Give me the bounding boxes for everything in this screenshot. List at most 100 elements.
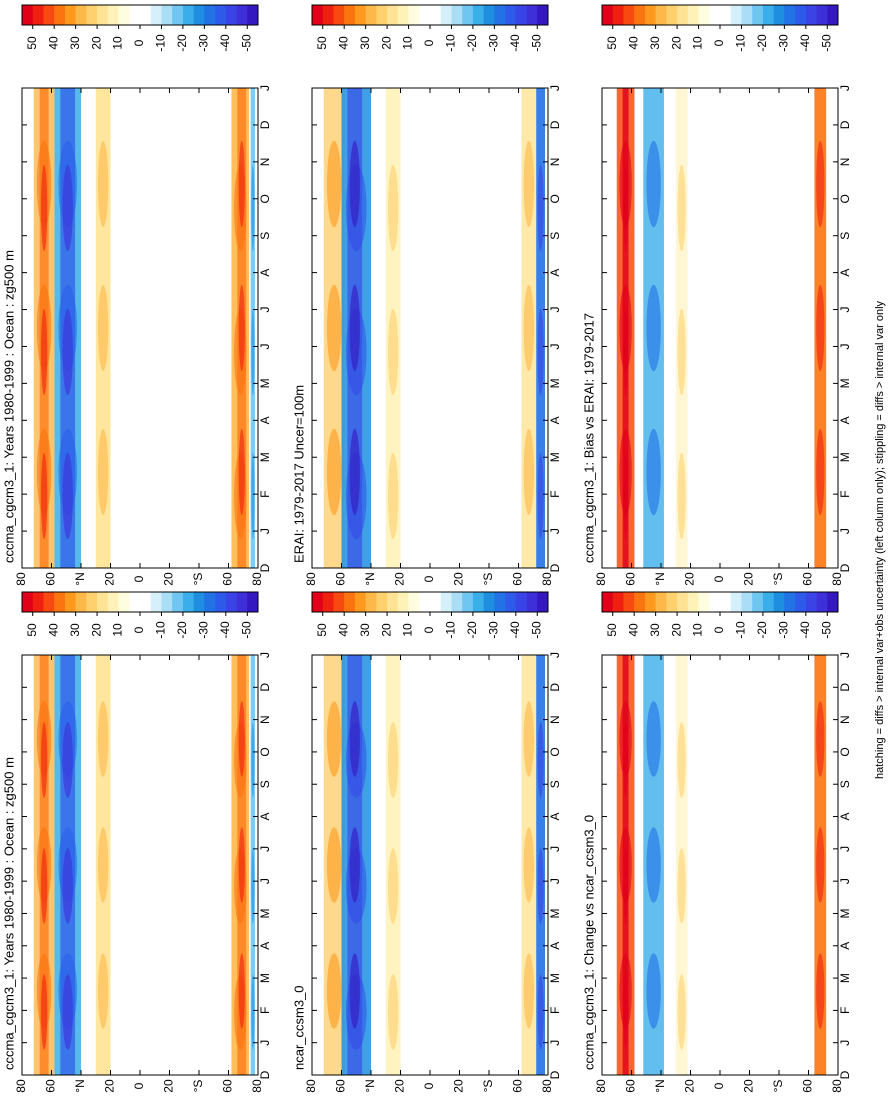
- colorbar-box: [43, 592, 55, 612]
- colorbar-label: 10: [691, 36, 705, 50]
- lat-label: 20: [683, 1079, 697, 1093]
- colorbar-box: [64, 5, 76, 25]
- colorbar-box: [408, 592, 420, 612]
- colorbar-label: 40: [46, 623, 60, 637]
- month-label: J: [258, 85, 272, 91]
- field-blob: [623, 722, 628, 798]
- colorbar-box: [54, 5, 66, 25]
- colorbar-box: [784, 592, 796, 612]
- colorbar-box: [107, 5, 119, 25]
- colorbar-box: [161, 5, 173, 25]
- lat-label: 80: [594, 572, 608, 586]
- lat-label: °N: [653, 1079, 667, 1092]
- colorbar-box: [118, 5, 130, 25]
- field-blob: [816, 140, 825, 228]
- colorbar-box: [86, 592, 98, 612]
- colorbar-label: -20: [465, 621, 479, 639]
- colorbar-box: [430, 592, 442, 612]
- month-label: A: [258, 269, 272, 277]
- field-blob: [623, 308, 628, 396]
- month-label: N: [838, 715, 852, 724]
- colorbar-box: [32, 592, 44, 612]
- month-label: F: [838, 490, 852, 497]
- month-label: M: [548, 973, 562, 983]
- lat-label: 0: [712, 575, 726, 582]
- field-blob: [326, 140, 342, 228]
- colorbar-box: [451, 592, 463, 612]
- colorbar-box: [537, 5, 549, 25]
- colorbar-label: 40: [626, 623, 640, 637]
- field-blob: [41, 164, 48, 252]
- lat-label: 60: [221, 1079, 235, 1093]
- month-label: A: [258, 813, 272, 821]
- colorbar-box: [365, 5, 377, 25]
- colorbar-label: -10: [734, 621, 748, 639]
- lat-label: °N: [73, 1079, 87, 1092]
- colorbar-label: -50: [819, 34, 833, 52]
- lat-label: 0: [132, 1082, 146, 1089]
- colorbar-box: [741, 592, 753, 612]
- field-blob: [62, 722, 73, 798]
- colorbar-label: -30: [777, 621, 791, 639]
- field-blob: [238, 140, 245, 228]
- colorbar-box: [730, 592, 742, 612]
- month-label: J: [548, 343, 562, 349]
- field-blob: [646, 953, 661, 1029]
- colorbar-label: -30: [487, 621, 501, 639]
- month-label: F: [838, 1007, 852, 1014]
- lat-label: 20: [103, 1079, 117, 1093]
- field-blob: [326, 284, 342, 372]
- lat-label: °N: [363, 572, 377, 585]
- lat-label: 80: [540, 572, 554, 586]
- month-label: A: [838, 416, 852, 424]
- field-blob: [62, 452, 73, 540]
- lat-label: 20: [452, 1079, 466, 1093]
- field-blob: [646, 284, 661, 372]
- colorbar-label: -50: [239, 34, 253, 52]
- field-blob: [97, 428, 109, 516]
- field: [616, 655, 827, 1075]
- month-label: N: [258, 715, 272, 724]
- colorbar-label: 50: [605, 623, 619, 637]
- lat-label: 80: [14, 1079, 28, 1093]
- colorbar-box: [75, 592, 87, 612]
- colorbar-label: -20: [755, 34, 769, 52]
- colorbar-label: 30: [648, 623, 662, 637]
- colorbar-box: [698, 592, 710, 612]
- colorbar-box: [247, 5, 259, 25]
- colorbar-box: [419, 5, 431, 25]
- month-label: A: [548, 416, 562, 424]
- colorbar-label: 20: [379, 36, 393, 50]
- lat-label: 60: [221, 572, 235, 586]
- lat-label: 20: [162, 572, 176, 586]
- lat-label: 20: [393, 572, 407, 586]
- lat-label: °N: [73, 572, 87, 585]
- colorbar-label: -10: [734, 34, 748, 52]
- colorbar-label: 20: [669, 36, 683, 50]
- field-blob: [238, 953, 245, 1029]
- month-label: A: [548, 942, 562, 950]
- month-label: J: [258, 307, 272, 313]
- colorbar-box: [494, 592, 506, 612]
- panel: D J F M A M J J A S O N D J 80 60 °N 20 0 20 °S 60 80 cccma_cgc…: [1, 591, 272, 1093]
- colorbar-box: [602, 592, 614, 612]
- month-label: J: [548, 652, 562, 658]
- colorbar-box: [762, 592, 774, 612]
- colorbar-box: [322, 592, 334, 612]
- colorbar-label: 30: [358, 36, 372, 50]
- lat-label: 80: [304, 572, 318, 586]
- colorbar-box: [666, 5, 678, 25]
- month-label: D: [548, 563, 562, 572]
- lat-label: 80: [540, 1079, 554, 1093]
- colorbar-box: [365, 592, 377, 612]
- colorbar-box: [677, 5, 689, 25]
- colorbar-box: [655, 5, 667, 25]
- month-label: A: [838, 269, 852, 277]
- month-label: O: [838, 194, 852, 203]
- field-blob: [537, 722, 544, 798]
- lat-label: 20: [452, 572, 466, 586]
- colorbar-label: -40: [798, 621, 812, 639]
- colorbar-box: [827, 592, 839, 612]
